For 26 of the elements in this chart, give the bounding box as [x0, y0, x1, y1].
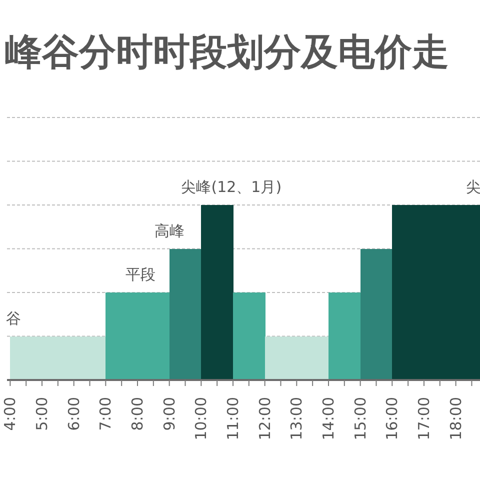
x-tick-label: 6:00 — [64, 397, 83, 431]
x-tick-label: 18:00 — [446, 397, 465, 440]
annotation: 尖峰(12、1月) — [181, 178, 282, 196]
x-tick-label: 15:00 — [351, 397, 370, 440]
bar — [360, 248, 393, 380]
chart-title: 峰谷分时时段划分及电价走 — [5, 30, 449, 74]
x-tick-label: 17:00 — [414, 397, 433, 440]
x-tick-label: 13:00 — [288, 397, 306, 440]
x-tick-label: 16:00 — [383, 397, 402, 440]
x-tick-label: 4:00 — [1, 397, 20, 431]
x-tick-label: 11:00 — [224, 397, 242, 440]
x-tick-label: 10:00 — [192, 397, 210, 440]
bar — [201, 205, 234, 380]
annotation: 尖 — [466, 178, 480, 196]
bar — [328, 292, 361, 380]
x-tick-label: 8:00 — [128, 397, 147, 431]
bar — [169, 248, 202, 380]
annotation: 平段 — [126, 266, 156, 284]
x-tick-label: 5:00 — [33, 397, 52, 431]
annotation: 高峰 — [154, 222, 184, 240]
x-tick-label: 7:00 — [96, 397, 115, 431]
x-tick-label: 14:00 — [319, 397, 338, 440]
x-tick-label: 9:00 — [160, 397, 178, 431]
x-tick-label: 12:00 — [256, 397, 274, 440]
annotation: 谷 — [6, 309, 21, 328]
bar — [232, 292, 266, 380]
